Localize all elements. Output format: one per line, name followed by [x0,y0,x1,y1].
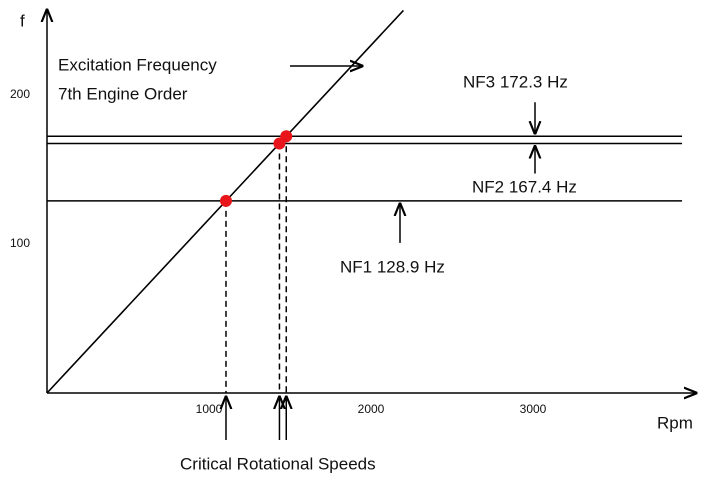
series-sublabel: 7th Engine Order [58,84,188,103]
critical-point [219,194,232,207]
series-label: Excitation Frequency [58,55,217,74]
x-axis-label: Rpm [657,413,693,432]
critical-label: Critical Rotational Speeds [180,454,376,473]
natural-frequency-label: NF1 128.9 Hz [340,257,445,276]
natural-frequency-label: NF3 172.3 Hz [463,72,568,91]
x-tick-label: 1000 [196,402,223,416]
x-tick-label: 2000 [358,402,385,416]
natural-frequency-label: NF2 167.4 Hz [472,177,577,196]
y-tick-label: 100 [10,236,30,250]
y-axis-label: f [20,11,25,30]
y-tick-label: 200 [10,87,30,101]
x-tick-label: 3000 [520,402,547,416]
critical-point [280,130,293,143]
